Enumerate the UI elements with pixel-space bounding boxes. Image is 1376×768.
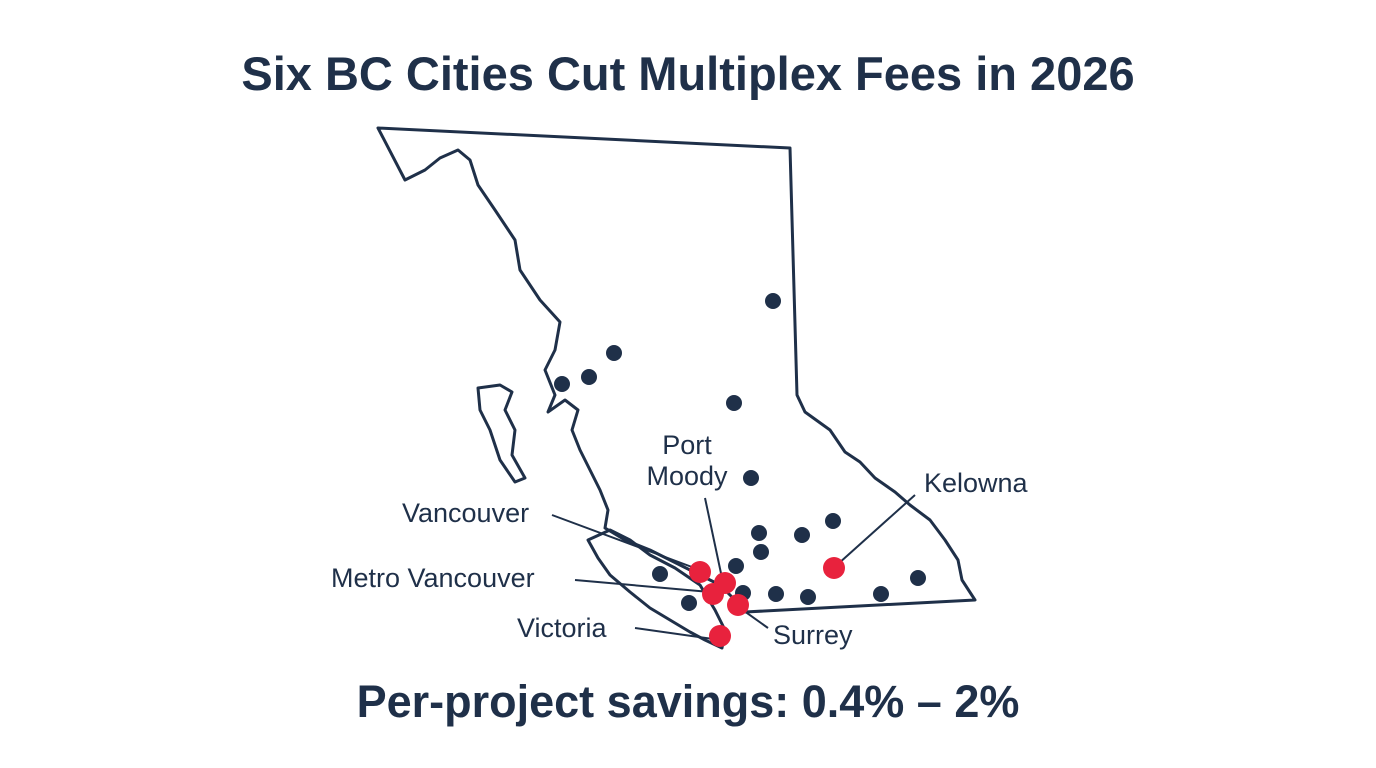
city-dot (825, 513, 841, 529)
city-dot (581, 369, 597, 385)
city-dot (768, 586, 784, 602)
city-label: Surrey (773, 620, 853, 650)
city-label: Victoria (517, 613, 607, 643)
city-label: Metro Vancouver (331, 563, 535, 593)
city-dot (652, 566, 668, 582)
leader-line (837, 494, 916, 565)
city-label: Kelowna (924, 468, 1028, 498)
city-dot (794, 527, 810, 543)
city-dot (554, 376, 570, 392)
city-dot (606, 345, 622, 361)
city-dot (728, 558, 744, 574)
leader-line (551, 514, 701, 571)
haida-gwaii (476, 383, 527, 484)
city-dot (765, 293, 781, 309)
leader-line (634, 627, 721, 641)
city-dot (743, 470, 759, 486)
highlight-dot (823, 557, 845, 579)
title: Six BC Cities Cut Multiplex Fees in 2026 (241, 47, 1135, 100)
city-dot (800, 589, 816, 605)
city-dot (751, 525, 767, 541)
leader-line (574, 579, 711, 593)
city-label: Port Moody (646, 430, 728, 491)
city-dot (753, 544, 769, 560)
highlight-dot (702, 583, 724, 605)
city-dot (873, 586, 889, 602)
highlight-dot (727, 594, 749, 616)
city-dot (681, 595, 697, 611)
leader-line (704, 497, 723, 579)
highlight-dot (709, 625, 731, 647)
highlight-dot (689, 561, 711, 583)
city-label: Vancouver (402, 498, 530, 528)
city-dot (910, 570, 926, 586)
province-outline (376, 126, 977, 614)
city-dot (726, 395, 742, 411)
caption: Per-project savings: 0.4% – 2% (356, 676, 1020, 727)
